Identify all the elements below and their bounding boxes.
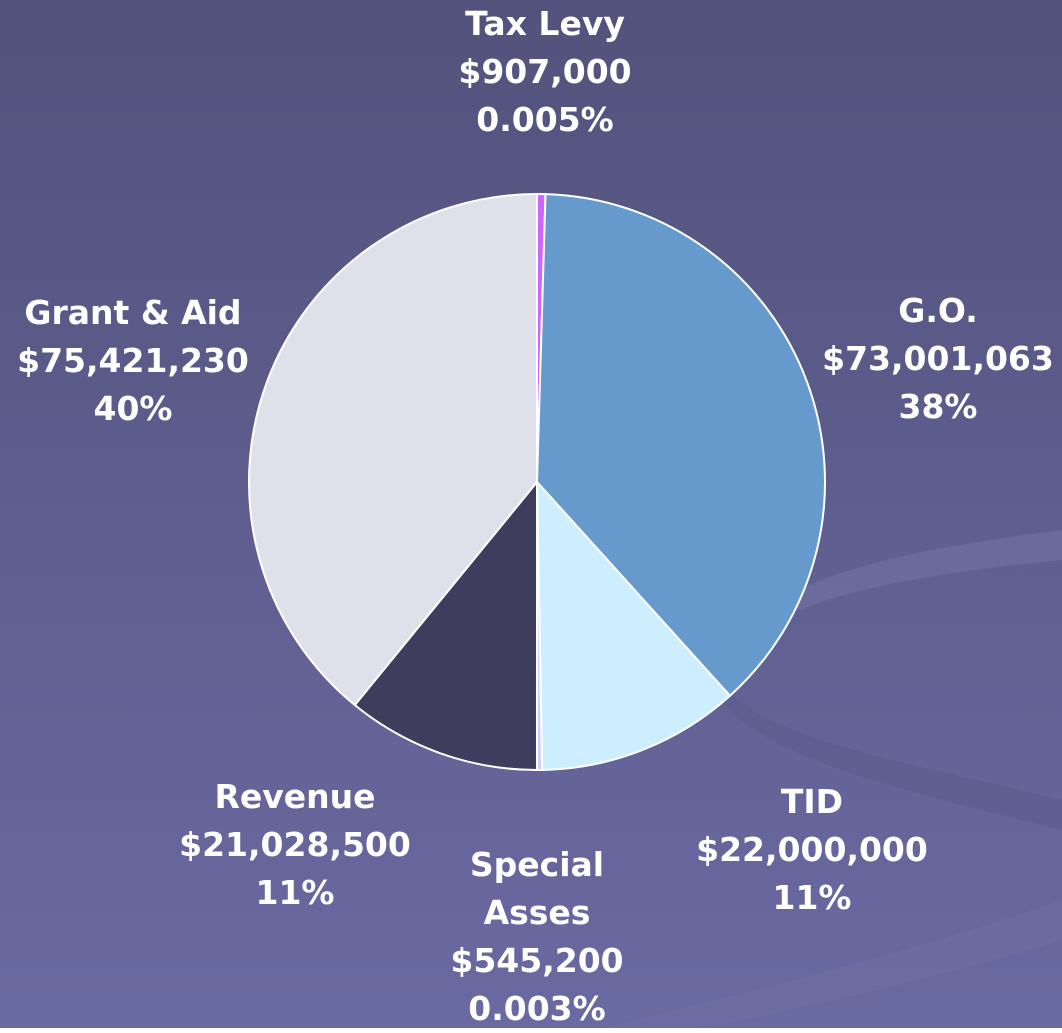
category-label: Revenue bbox=[214, 777, 376, 816]
value-label: $73,001,063 bbox=[822, 339, 1054, 378]
value-label: $75,421,230 bbox=[17, 341, 249, 380]
slice-label: Revenue $21,028,500 11% bbox=[179, 773, 411, 917]
value-label: $545,200 bbox=[450, 941, 624, 980]
share-label: 0.005% bbox=[476, 100, 614, 139]
slice-label: G.O. $73,001,063 38% bbox=[822, 287, 1054, 431]
category-label: G.O. bbox=[898, 291, 978, 330]
value-label: $22,000,000 bbox=[696, 830, 928, 869]
slice-label: Special Asses $545,200 0.003% bbox=[442, 841, 632, 1033]
slice-label: Grant & Aid $75,421,230 40% bbox=[17, 289, 249, 433]
category-label: Grant & Aid bbox=[24, 293, 242, 332]
decoration bbox=[720, 680, 1062, 830]
slice-label: TID $22,000,000 11% bbox=[696, 778, 928, 922]
slice bbox=[535, 479, 732, 771]
category-label: TID bbox=[780, 782, 844, 821]
category-label: Tax Levy bbox=[465, 4, 625, 43]
value-label: $21,028,500 bbox=[179, 825, 411, 864]
share-label: 40% bbox=[93, 389, 173, 428]
decoration bbox=[600, 900, 1062, 1028]
share-label: 11% bbox=[772, 878, 852, 917]
slice bbox=[353, 479, 539, 772]
category-label: Special Asses bbox=[469, 845, 605, 932]
share-label: 38% bbox=[898, 387, 978, 426]
slice-label: Tax Levy $907,000 0.005% bbox=[458, 0, 631, 144]
share-label: 11% bbox=[255, 873, 335, 912]
share-label: 0.003% bbox=[468, 989, 606, 1028]
value-label: $907,000 bbox=[458, 52, 632, 91]
slice bbox=[248, 192, 538, 707]
decoration bbox=[780, 530, 1062, 610]
slice bbox=[535, 193, 826, 698]
